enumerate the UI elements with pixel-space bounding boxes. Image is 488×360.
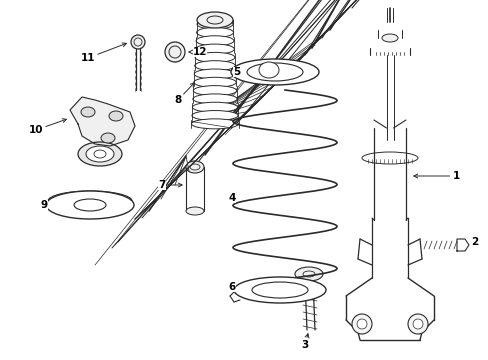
Ellipse shape [81, 107, 95, 117]
Text: 5: 5 [233, 67, 240, 77]
Ellipse shape [193, 77, 236, 87]
Ellipse shape [46, 191, 134, 219]
Ellipse shape [60, 194, 120, 208]
Ellipse shape [196, 27, 233, 37]
Text: 1: 1 [413, 171, 459, 181]
Ellipse shape [194, 61, 235, 71]
Ellipse shape [356, 319, 366, 329]
Ellipse shape [195, 53, 234, 62]
Polygon shape [70, 97, 135, 146]
Text: 9: 9 [41, 200, 47, 210]
Text: 3: 3 [301, 334, 308, 350]
Ellipse shape [294, 267, 323, 281]
Ellipse shape [191, 119, 238, 129]
Text: 2: 2 [470, 237, 478, 247]
Ellipse shape [197, 12, 232, 28]
Ellipse shape [234, 277, 325, 303]
Ellipse shape [192, 94, 237, 104]
Ellipse shape [351, 314, 371, 334]
Ellipse shape [185, 207, 203, 215]
Text: 7: 7 [158, 180, 182, 190]
Ellipse shape [259, 62, 279, 78]
Ellipse shape [191, 111, 238, 121]
Ellipse shape [86, 146, 114, 162]
Ellipse shape [74, 199, 106, 211]
Text: 6: 6 [228, 282, 235, 292]
Ellipse shape [197, 19, 232, 29]
Ellipse shape [381, 34, 397, 42]
Ellipse shape [164, 42, 184, 62]
Ellipse shape [48, 191, 132, 211]
Ellipse shape [185, 161, 203, 173]
Ellipse shape [192, 102, 237, 112]
Ellipse shape [230, 59, 318, 85]
Ellipse shape [407, 314, 427, 334]
Ellipse shape [131, 35, 145, 49]
Text: 4: 4 [228, 193, 235, 203]
Text: 8: 8 [174, 83, 194, 105]
Ellipse shape [109, 111, 123, 121]
Text: 12: 12 [188, 47, 207, 57]
Text: 10: 10 [29, 119, 66, 135]
Ellipse shape [251, 282, 307, 298]
Ellipse shape [78, 142, 122, 166]
Text: 11: 11 [81, 43, 126, 63]
Ellipse shape [194, 69, 235, 79]
Ellipse shape [101, 133, 115, 143]
Ellipse shape [196, 36, 233, 46]
Ellipse shape [412, 319, 422, 329]
Ellipse shape [195, 44, 234, 54]
Ellipse shape [246, 63, 303, 81]
Ellipse shape [193, 86, 236, 96]
Ellipse shape [94, 150, 106, 158]
